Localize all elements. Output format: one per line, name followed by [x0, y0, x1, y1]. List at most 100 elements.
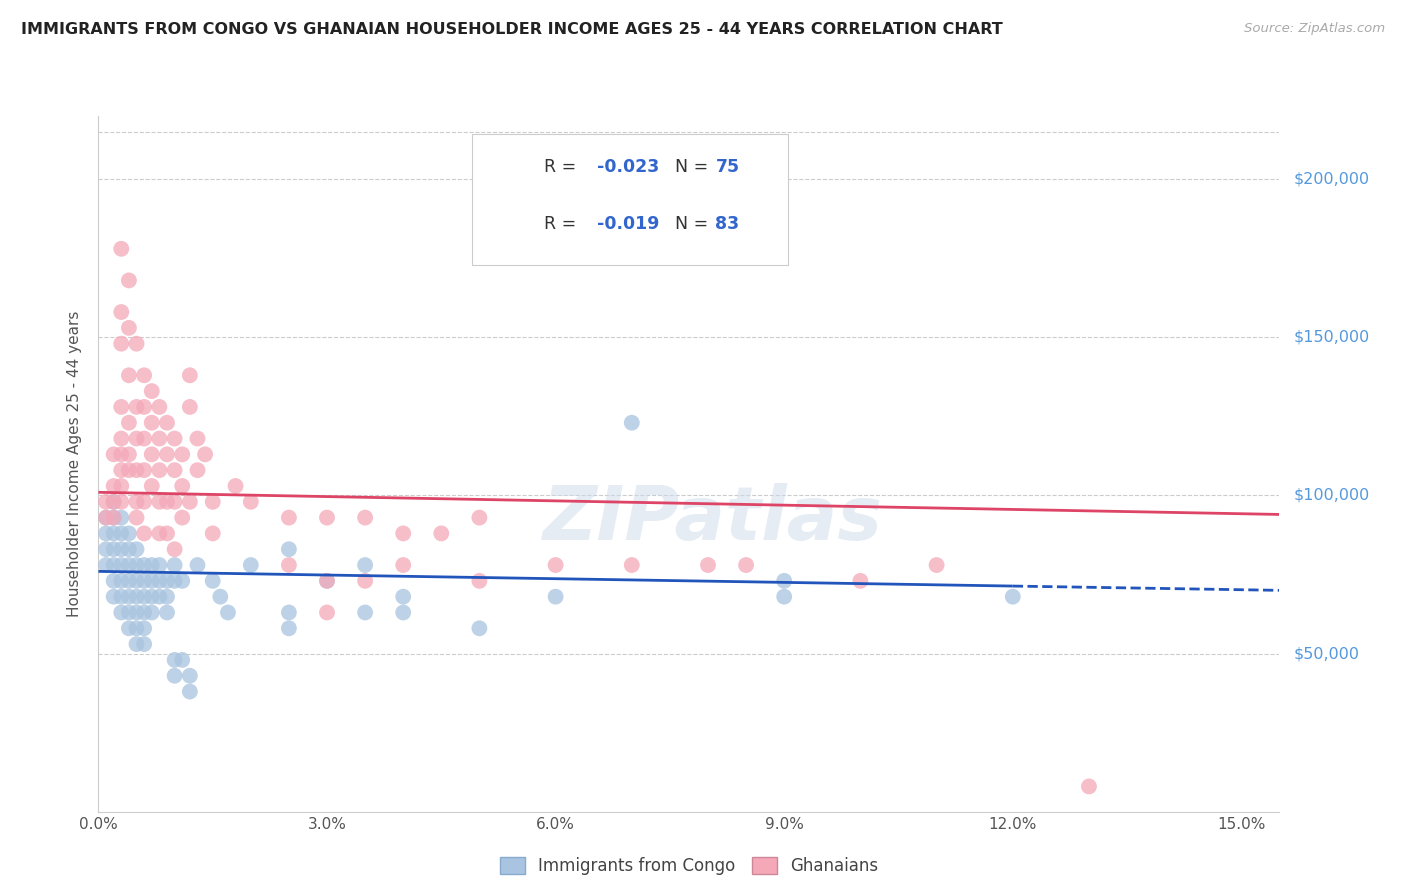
Point: [468, 574, 491, 588]
Point: [118, 590, 141, 604]
Point: [110, 558, 132, 572]
Point: [316, 510, 339, 524]
Point: [94, 495, 117, 509]
Point: [544, 590, 567, 604]
Point: [118, 416, 141, 430]
Point: [620, 416, 643, 430]
Point: [118, 542, 141, 557]
Text: -0.023: -0.023: [598, 158, 659, 176]
Point: [156, 606, 179, 620]
Point: [172, 574, 194, 588]
Point: [125, 621, 148, 635]
Point: [134, 463, 156, 477]
Point: [194, 447, 217, 461]
Point: [239, 495, 262, 509]
Point: [156, 526, 179, 541]
Text: ZIPatlas: ZIPatlas: [543, 483, 883, 556]
Point: [110, 542, 132, 557]
Text: $50,000: $50,000: [1294, 646, 1360, 661]
Point: [125, 336, 148, 351]
Text: 83: 83: [716, 216, 740, 234]
Point: [163, 432, 186, 446]
Point: [148, 526, 170, 541]
Point: [134, 495, 156, 509]
Point: [103, 574, 125, 588]
Point: [172, 447, 194, 461]
Point: [141, 479, 163, 493]
Point: [163, 558, 186, 572]
Point: [773, 574, 796, 588]
Point: [148, 574, 170, 588]
Point: [316, 574, 339, 588]
Point: [468, 510, 491, 524]
Point: [201, 495, 224, 509]
Point: [94, 510, 117, 524]
Point: [118, 368, 141, 383]
Point: [277, 621, 299, 635]
Point: [103, 510, 125, 524]
Point: [148, 463, 170, 477]
Point: [179, 495, 201, 509]
Y-axis label: Householder Income Ages 25 - 44 years: Householder Income Ages 25 - 44 years: [67, 310, 83, 617]
Point: [172, 510, 194, 524]
Text: IMMIGRANTS FROM CONGO VS GHANAIAN HOUSEHOLDER INCOME AGES 25 - 44 YEARS CORRELAT: IMMIGRANTS FROM CONGO VS GHANAIAN HOUSEH…: [21, 22, 1002, 37]
Point: [849, 574, 872, 588]
Point: [125, 463, 148, 477]
Point: [103, 558, 125, 572]
Point: [209, 590, 232, 604]
Point: [186, 463, 208, 477]
Point: [103, 526, 125, 541]
Point: [125, 432, 148, 446]
Point: [1078, 780, 1101, 794]
Point: [735, 558, 758, 572]
Point: [201, 574, 224, 588]
Point: [354, 510, 377, 524]
Point: [179, 368, 201, 383]
Text: N =: N =: [675, 216, 713, 234]
Point: [118, 447, 141, 461]
Point: [125, 606, 148, 620]
Point: [110, 447, 132, 461]
Point: [125, 558, 148, 572]
Point: [134, 574, 156, 588]
Point: [179, 684, 201, 698]
Point: [163, 495, 186, 509]
Point: [125, 542, 148, 557]
Point: [430, 526, 453, 541]
Point: [110, 495, 132, 509]
Point: [148, 432, 170, 446]
Point: [110, 400, 132, 414]
Point: [316, 574, 339, 588]
Point: [118, 321, 141, 335]
Point: [163, 669, 186, 683]
Point: [163, 542, 186, 557]
Point: [156, 590, 179, 604]
Point: [134, 637, 156, 651]
Point: [110, 574, 132, 588]
Point: [134, 526, 156, 541]
Point: [201, 526, 224, 541]
Point: [148, 495, 170, 509]
Point: [148, 590, 170, 604]
Point: [125, 637, 148, 651]
Point: [468, 621, 491, 635]
Point: [225, 479, 247, 493]
Text: $200,000: $200,000: [1294, 172, 1369, 186]
Point: [110, 510, 132, 524]
Point: [103, 495, 125, 509]
Text: Source: ZipAtlas.com: Source: ZipAtlas.com: [1244, 22, 1385, 36]
Point: [186, 432, 208, 446]
Point: [110, 606, 132, 620]
Point: [156, 574, 179, 588]
Point: [103, 510, 125, 524]
Point: [94, 542, 117, 557]
Point: [125, 590, 148, 604]
Point: [118, 463, 141, 477]
Text: -0.019: -0.019: [598, 216, 659, 234]
Point: [134, 621, 156, 635]
Point: [544, 558, 567, 572]
Point: [163, 574, 186, 588]
Point: [110, 305, 132, 319]
Point: [125, 510, 148, 524]
Text: N =: N =: [675, 158, 713, 176]
